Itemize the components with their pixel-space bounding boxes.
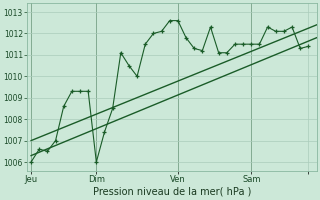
X-axis label: Pression niveau de la mer( hPa ): Pression niveau de la mer( hPa ) xyxy=(92,187,251,197)
